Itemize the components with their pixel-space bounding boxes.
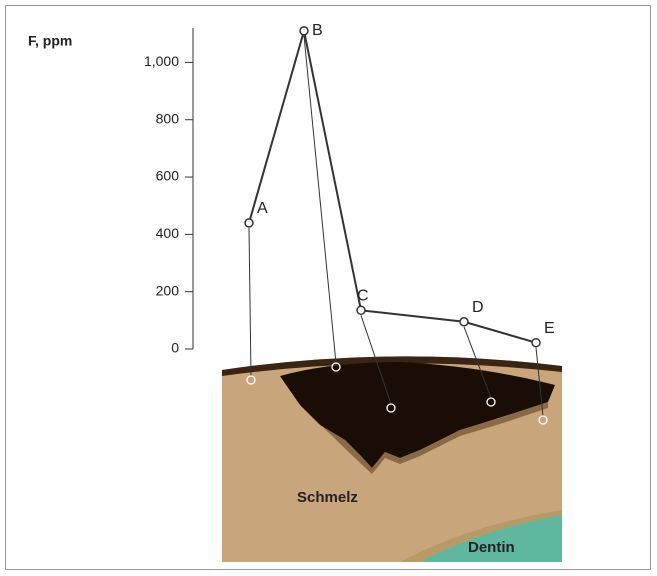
y-tick-label: 200 bbox=[156, 282, 180, 298]
point-label: B bbox=[312, 22, 323, 39]
chart: Schmelz Dentin F, ppm 0 200 400 600 800 1,000… bbox=[0, 0, 657, 576]
point bbox=[245, 219, 253, 227]
point-label: E bbox=[544, 320, 555, 337]
y-tick-label: 400 bbox=[156, 225, 180, 241]
point bbox=[357, 306, 365, 314]
point-label: D bbox=[472, 299, 484, 316]
tissue-image bbox=[222, 356, 562, 562]
point bbox=[460, 318, 468, 326]
y-tick-label: 600 bbox=[156, 168, 180, 184]
point bbox=[532, 339, 540, 347]
page: Schmelz Dentin F, ppm 0 200 400 600 800 1,000… bbox=[0, 0, 657, 576]
y-tick-label: 0 bbox=[171, 340, 179, 356]
point-label: C bbox=[357, 288, 369, 305]
annotation: Dentin bbox=[468, 539, 515, 556]
point-label: A bbox=[257, 200, 268, 217]
y-tick-label: 800 bbox=[156, 110, 180, 126]
annotation: Schmelz bbox=[297, 489, 358, 506]
y-axis-label: F, ppm bbox=[28, 33, 72, 49]
point bbox=[300, 27, 308, 35]
y-tick-label: 1,000 bbox=[144, 53, 179, 69]
